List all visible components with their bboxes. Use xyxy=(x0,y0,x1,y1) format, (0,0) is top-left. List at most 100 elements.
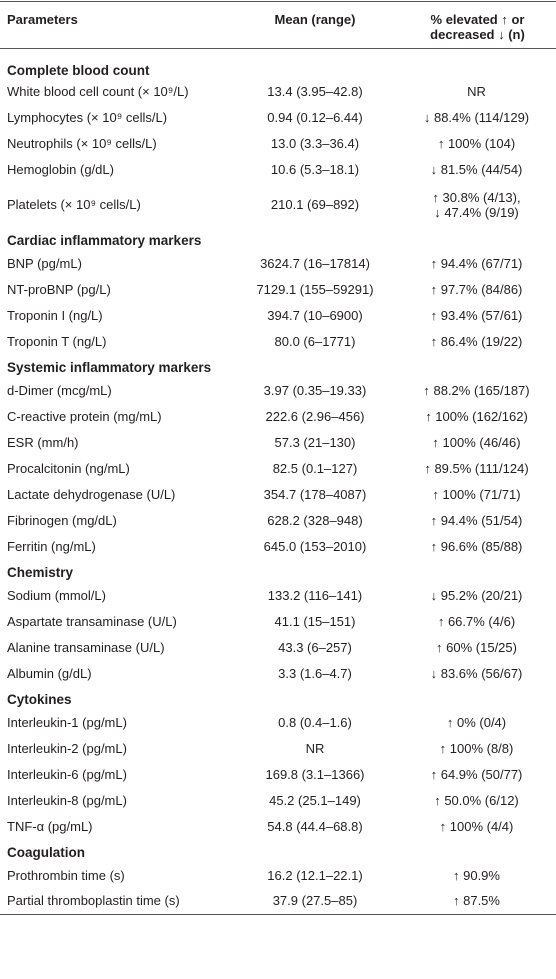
cell: ↑ 86.4% (19/22) xyxy=(385,328,556,354)
data-row: Lymphocytes (× 10⁹ cells/L) 0.94 (0.12–6.… xyxy=(0,104,556,130)
cell-text: 0.8 (0.4–1.6) xyxy=(278,714,352,730)
cell-text: ↓ 88.4% (114/129) xyxy=(423,109,530,125)
cell: ↑ 100% (46/46) xyxy=(385,429,556,455)
cell: 45.2 (25.1–149) xyxy=(245,787,385,813)
cell-text: 80.0 (6–1771) xyxy=(274,333,356,349)
header-cell: Parameters xyxy=(0,1,245,49)
cell-text: Neutrophils (× 10⁹ cells/L) xyxy=(7,135,157,151)
cell-text: 54.8 (44.4–68.8) xyxy=(267,818,363,834)
cell-text: 45.2 (25.1–149) xyxy=(269,792,361,808)
cell: 13.4 (3.95–42.8) xyxy=(245,78,385,104)
cell: 3.3 (1.6–4.7) xyxy=(245,660,385,686)
cell-text: NT-proBNP (pg/L) xyxy=(7,281,111,297)
cell: NR xyxy=(245,735,385,761)
data-row: Interleukin-1 (pg/mL) 0.8 (0.4–1.6) ↑ 0% (… xyxy=(0,709,556,735)
cell: 16.2 (12.1–22.1) xyxy=(245,862,385,888)
section-title: Chemistry xyxy=(7,564,74,580)
cell: 645.0 (153–2010) xyxy=(245,533,385,559)
cell-text: ↓ 95.2% (20/21) xyxy=(430,587,523,603)
section-title: Coagulation xyxy=(7,844,85,860)
cell: d-Dimer (mcg/mL) xyxy=(0,377,245,403)
cell: Interleukin-8 (pg/mL) xyxy=(0,787,245,813)
cell: 0.94 (0.12–6.44) xyxy=(245,104,385,130)
cell-text: BNP (pg/mL) xyxy=(7,255,82,271)
cell: ↑ 89.5% (111/124) xyxy=(385,455,556,481)
cell-text: ↑ 66.7% (4/6) xyxy=(437,613,516,629)
data-row: Hemoglobin (g/dL) 10.6 (5.3–18.1) ↓ 81.5% … xyxy=(0,156,556,182)
cell-text: Sodium (mmol/L) xyxy=(7,587,106,603)
cell-text: ESR (mm/h) xyxy=(7,434,79,450)
data-row: Troponin T (ng/L) 80.0 (6–1771) ↑ 86.4% (1… xyxy=(0,328,556,354)
cell: BNP (pg/mL) xyxy=(0,250,245,276)
cell-text: Lactate dehydrogenase (U/L) xyxy=(7,486,176,502)
cell: Interleukin-2 (pg/mL) xyxy=(0,735,245,761)
data-row: TNF-α (pg/mL) 54.8 (44.4–68.8) ↑ 100% (4/4… xyxy=(0,813,556,839)
cell-text: C-reactive protein (mg/mL) xyxy=(7,408,162,424)
cell: 394.7 (10–6900) xyxy=(245,302,385,328)
data-row: Albumin (g/dL) 3.3 (1.6–4.7) ↓ 83.6% (56/6… xyxy=(0,660,556,686)
cell-text: 82.5 (0.1–127) xyxy=(272,460,358,476)
data-row: Ferritin (ng/mL) 645.0 (153–2010) ↑ 96.6% … xyxy=(0,533,556,559)
section-cell: Complete blood count xyxy=(0,49,556,78)
cell-text: Partial thromboplastin time (s) xyxy=(7,893,180,909)
cell-text: 354.7 (178–4087) xyxy=(263,486,367,502)
cell: ↑ 100% (71/71) xyxy=(385,481,556,507)
section-row: Cardiac inflammatory markers xyxy=(0,227,556,250)
cell: Troponin I (ng/L) xyxy=(0,302,245,328)
cell-text: 41.1 (15–151) xyxy=(274,613,356,629)
cell-text: Troponin T (ng/L) xyxy=(7,333,107,349)
section-cell: Cardiac inflammatory markers xyxy=(0,227,556,250)
cell-text: Lymphocytes (× 10⁹ cells/L) xyxy=(7,109,168,125)
cell-text: 222.6 (2.96–456) xyxy=(265,408,365,424)
cell: ↑ 100% (4/4) xyxy=(385,813,556,839)
section-cell: Chemistry xyxy=(0,559,556,582)
cell: Alanine transaminase (U/L) xyxy=(0,634,245,660)
data-row: Partial thromboplastin time (s) 37.9 (27.… xyxy=(0,888,556,914)
cell: C-reactive protein (mg/mL) xyxy=(0,403,245,429)
cell: 10.6 (5.3–18.1) xyxy=(245,156,385,182)
cell-text: Procalcitonin (ng/mL) xyxy=(7,460,130,476)
data-row: Fibrinogen (mg/dL) 628.2 (328–948) ↑ 94.4%… xyxy=(0,507,556,533)
header-cell: Mean (range) xyxy=(245,1,385,49)
cell: Interleukin-1 (pg/mL) xyxy=(0,709,245,735)
cell: ↑ 100% (104) xyxy=(385,130,556,156)
cell: 82.5 (0.1–127) xyxy=(245,455,385,481)
header-text: Parameters xyxy=(7,12,78,27)
cell: ↑ 30.8% (4/13), ↓ 47.4% (9/19) xyxy=(385,182,556,227)
cell: ↑ 88.2% (165/187) xyxy=(385,377,556,403)
cell: ↑ 96.6% (85/88) xyxy=(385,533,556,559)
cell: 169.8 (3.1–1366) xyxy=(245,761,385,787)
cell-text: Fibrinogen (mg/dL) xyxy=(7,512,117,528)
cell-text: 7129.1 (155–59291) xyxy=(256,281,374,297)
cell-text: ↑ 88.2% (165/187) xyxy=(423,382,530,398)
cell-text: ↑ 89.5% (111/124) xyxy=(424,460,529,476)
section-title: Cardiac inflammatory markers xyxy=(7,232,202,248)
data-row: Interleukin-6 (pg/mL) 169.8 (3.1–1366) ↑ 6… xyxy=(0,761,556,787)
cell: TNF-α (pg/mL) xyxy=(0,813,245,839)
cell: Albumin (g/dL) xyxy=(0,660,245,686)
cell: ↑ 94.4% (67/71) xyxy=(385,250,556,276)
cell-text: ↑ 0% (0/4) xyxy=(446,714,507,730)
data-row: Lactate dehydrogenase (U/L) 354.7 (178–40… xyxy=(0,481,556,507)
data-row: Troponin I (ng/L) 394.7 (10–6900) ↑ 93.4% … xyxy=(0,302,556,328)
cell-text: Hemoglobin (g/dL) xyxy=(7,161,114,177)
data-row: Interleukin-8 (pg/mL) 45.2 (25.1–149) ↑ 50… xyxy=(0,787,556,813)
cell: ↑ 100% (8/8) xyxy=(385,735,556,761)
cell-text: ↑ 100% (46/46) xyxy=(432,434,521,450)
cell-text: ↑ 97.7% (84/86) xyxy=(430,281,523,297)
cell-text: 394.7 (10–6900) xyxy=(267,307,363,323)
cell: ↑ 97.7% (84/86) xyxy=(385,276,556,302)
cell: Partial thromboplastin time (s) xyxy=(0,888,245,914)
section-cell: Systemic inflammatory markers xyxy=(0,354,556,377)
cell-text: Interleukin-6 (pg/mL) xyxy=(7,766,127,782)
data-row: Procalcitonin (ng/mL) 82.5 (0.1–127) ↑ 89.… xyxy=(0,455,556,481)
cell-text: Platelets (× 10⁹ cells/L) xyxy=(7,197,141,212)
cell: ESR (mm/h) xyxy=(0,429,245,455)
cell-text: ↑ 87.5% xyxy=(453,893,500,909)
cell: ↓ 95.2% (20/21) xyxy=(385,582,556,608)
data-row: Aspartate transaminase (U/L) 41.1 (15–151… xyxy=(0,608,556,634)
cell: 37.9 (27.5–85) xyxy=(245,888,385,914)
cell-text: 13.4 (3.95–42.8) xyxy=(267,83,363,99)
cell-text: 43.3 (6–257) xyxy=(278,639,352,655)
cell: ↑ 87.5% xyxy=(385,888,556,914)
